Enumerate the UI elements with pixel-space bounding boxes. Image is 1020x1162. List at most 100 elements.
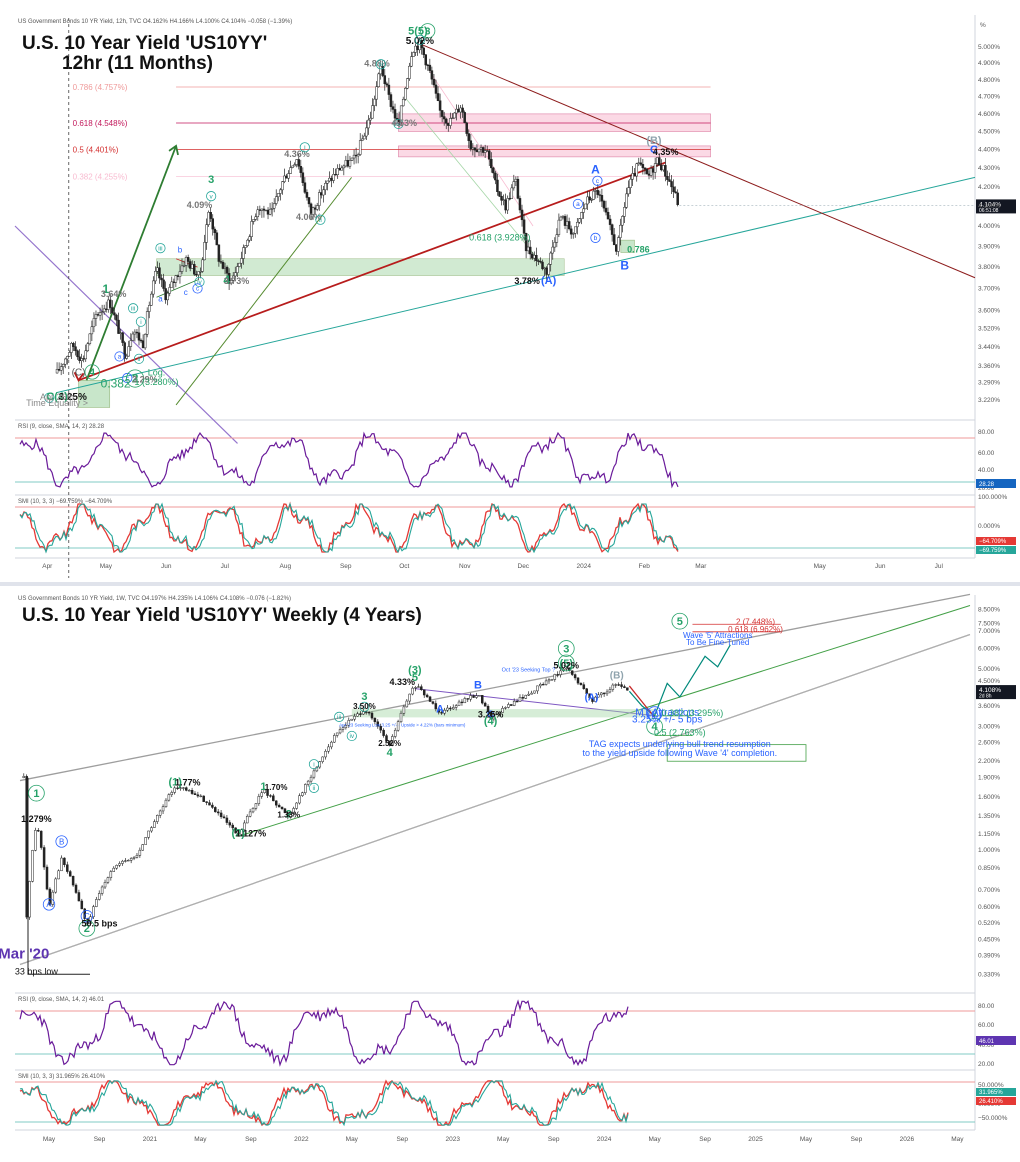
purple-trendline <box>14 225 238 444</box>
c2-time-tick: 2024 <box>597 1136 612 1143</box>
c1-candle-body <box>82 358 85 360</box>
c1-candle-body <box>541 261 544 270</box>
rsi-axis-tick: 80.00 <box>978 429 995 436</box>
c2-annotation: Oct '23 Seeking Top ? <box>502 667 556 673</box>
c2-annotation: ii <box>313 785 316 792</box>
last-price-tag <box>976 199 1016 214</box>
c2-candle-body <box>97 893 101 900</box>
c1-candle-body <box>346 160 350 167</box>
c1-candle-body <box>123 342 126 359</box>
c1-candle-body <box>147 305 151 312</box>
c2-candle-body <box>306 780 310 785</box>
c2-candle-body <box>466 698 469 700</box>
c1-candle-body <box>631 173 634 180</box>
c2-time-tick: May <box>951 1136 964 1143</box>
c2-price-tick: 2.600% <box>978 739 1000 746</box>
chart1-smi-header: SMI (10, 3, 3) −69.759% −64.709% <box>18 499 113 505</box>
c2-candle-body <box>350 718 353 721</box>
c2-candle-body <box>106 877 110 883</box>
c1-candle-body <box>553 242 557 248</box>
c1-annotation: c <box>184 288 188 297</box>
forecast-down-arrowhead <box>73 371 85 383</box>
c1-time-tick: Jun <box>161 563 172 570</box>
c1-candle-body <box>467 133 471 141</box>
chart1-header: US Government Bonds 10 YR Yield, 12h, TV… <box>18 19 292 25</box>
c1-time-tick: Jun <box>875 563 886 570</box>
rsi-axis-tick-weekly: 40.00 <box>978 1042 995 1049</box>
c1-candle-body <box>186 257 190 262</box>
c2-candle-body <box>243 822 246 831</box>
c1-candle-body <box>334 174 337 176</box>
c1-annotation: Apr 26th <box>40 392 74 402</box>
c2-candle-body <box>614 684 617 686</box>
forecast-zigzag <box>628 644 731 717</box>
c2-candle-body <box>161 806 165 812</box>
c2-annotation: 5 <box>677 616 683 628</box>
c2-annotation: i <box>313 761 314 768</box>
c1-annotation-ring <box>155 243 166 254</box>
c2-candle-body <box>449 707 452 710</box>
c1-annotation: 4.06% <box>296 212 322 222</box>
c1-candle-body <box>244 245 247 248</box>
c1-annotation: C <box>650 144 658 156</box>
chart1-title: U.S. 10 Year Yield 'US10YY' <box>22 33 267 54</box>
c2-candle-body <box>495 713 499 716</box>
c1-candle-body <box>645 168 649 175</box>
c2-annotation: 1.70% <box>265 783 288 792</box>
c2-candle-body <box>489 710 493 720</box>
c2-candle-body <box>272 795 275 802</box>
c2-candle-body <box>234 827 237 834</box>
c1-candle-body <box>377 73 380 87</box>
c2-candle-body <box>147 830 150 838</box>
c2-candle-body <box>370 712 374 719</box>
chart2-smi-header: SMI (10, 3, 3) 31.965% 26.410% <box>18 1074 106 1080</box>
c2-candle-body <box>481 695 484 704</box>
c2-time-tick: Sep <box>548 1136 560 1143</box>
c1-candle-body <box>211 218 214 230</box>
c2-candle-body <box>25 776 28 918</box>
smi-axis-tick-weekly: 50.000% <box>978 1082 1004 1089</box>
rsi-value-tag-weekly <box>976 1036 1016 1045</box>
purple-downtrend <box>414 688 655 717</box>
c1-candle-body <box>367 119 370 129</box>
c2-candle-body <box>626 687 629 691</box>
c2-candle-body <box>576 677 580 684</box>
c1-candle-body <box>440 110 444 117</box>
c1-candle-body <box>399 105 403 122</box>
chart2-axes: 8.500% 7.500%7.000% 6.000% 5.000% 4.500% 3.60… <box>43 606 1000 1143</box>
c1-candle-body <box>442 116 446 120</box>
c2-candle-body <box>22 776 26 778</box>
c2-candle-body <box>373 717 377 723</box>
c2-candle-body <box>187 790 191 792</box>
rsi-axis-tick-weekly: 20.00 <box>978 1061 995 1068</box>
c2-candle-body <box>623 686 626 688</box>
last-price-tag-weekly <box>976 685 1016 700</box>
c2-candle-body <box>132 856 136 859</box>
c2-price-tick: 7.000% <box>978 628 1000 635</box>
c2-candle-body <box>274 800 278 806</box>
c1-annotation-ring <box>194 276 205 288</box>
c2-candle-body <box>341 727 345 730</box>
c1-candle-body <box>166 292 169 301</box>
c1-candle-body <box>487 150 491 160</box>
c1-candle-body <box>250 221 253 237</box>
rsi-axis-tick: 60.00 <box>978 450 995 457</box>
c2-candle-body <box>95 899 98 907</box>
c1-candle-body <box>154 270 157 282</box>
c2-candle-body <box>451 707 455 710</box>
c1-candle-body <box>72 343 75 347</box>
c1-candle-body <box>283 175 286 182</box>
c1-candle-body <box>617 237 620 252</box>
c1-candle-body <box>227 273 231 284</box>
c1-candle-body <box>547 264 550 275</box>
c2-candle-body <box>515 700 519 703</box>
c1-candle-body <box>184 257 188 266</box>
c1-candle-body <box>301 172 305 183</box>
c1-candle-body <box>152 280 155 295</box>
c2-candle-body <box>446 707 449 711</box>
c2-candle-body <box>478 695 481 697</box>
c2-candle-body <box>103 882 107 888</box>
c1-candle-body <box>363 135 366 140</box>
c1-candle-body <box>264 209 268 212</box>
c1-candle-body <box>449 118 452 126</box>
